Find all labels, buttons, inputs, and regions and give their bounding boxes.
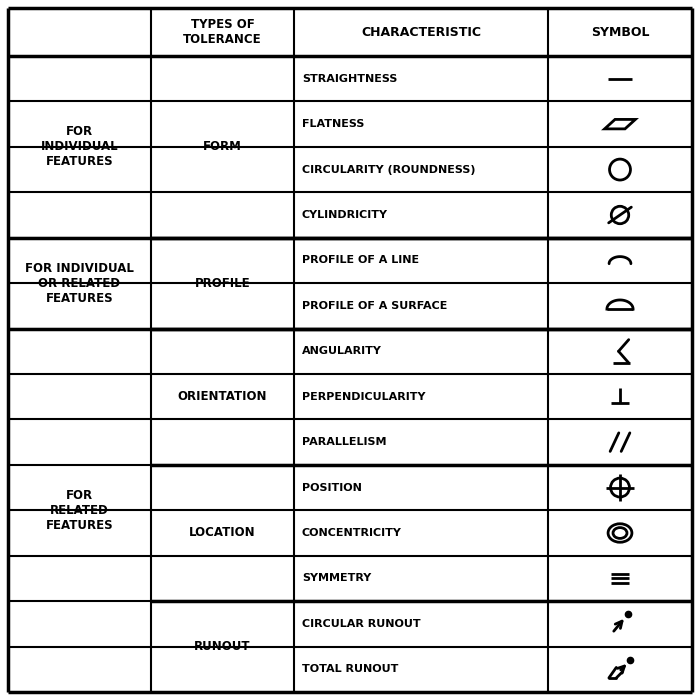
Text: PROFILE OF A LINE: PROFILE OF A LINE: [302, 256, 419, 265]
Text: PROFILE OF A SURFACE: PROFILE OF A SURFACE: [302, 301, 447, 311]
Text: STRAIGHTNESS: STRAIGHTNESS: [302, 74, 398, 84]
Text: PERPENDICULARITY: PERPENDICULARITY: [302, 392, 426, 402]
Text: PROFILE: PROFILE: [195, 276, 251, 290]
Text: FLATNESS: FLATNESS: [302, 119, 365, 129]
Text: LOCATION: LOCATION: [189, 526, 256, 540]
Text: RUNOUT: RUNOUT: [195, 640, 251, 653]
Text: FOR
INDIVIDUAL
FEATURES: FOR INDIVIDUAL FEATURES: [41, 125, 118, 169]
Text: CONCENTRICITY: CONCENTRICITY: [302, 528, 402, 538]
Text: SYMBOL: SYMBOL: [591, 25, 650, 38]
Text: POSITION: POSITION: [302, 482, 362, 493]
Text: TOTAL RUNOUT: TOTAL RUNOUT: [302, 664, 398, 674]
Text: FOR INDIVIDUAL
OR RELATED
FEATURES: FOR INDIVIDUAL OR RELATED FEATURES: [25, 262, 134, 304]
Text: ORIENTATION: ORIENTATION: [178, 390, 267, 403]
Text: FORM: FORM: [203, 141, 242, 153]
Text: ANGULARITY: ANGULARITY: [302, 346, 382, 356]
Text: CHARACTERISTIC: CHARACTERISTIC: [361, 25, 481, 38]
Text: FOR
RELATED
FEATURES: FOR RELATED FEATURES: [46, 489, 113, 532]
Text: CIRCULAR RUNOUT: CIRCULAR RUNOUT: [302, 619, 421, 629]
Text: CYLINDRICITY: CYLINDRICITY: [302, 210, 388, 220]
Text: PARALLELISM: PARALLELISM: [302, 437, 386, 447]
Text: CIRCULARITY (ROUNDNESS): CIRCULARITY (ROUNDNESS): [302, 164, 475, 174]
Text: TYPES OF
TOLERANCE: TYPES OF TOLERANCE: [183, 18, 262, 46]
Text: SYMMETRY: SYMMETRY: [302, 573, 371, 583]
